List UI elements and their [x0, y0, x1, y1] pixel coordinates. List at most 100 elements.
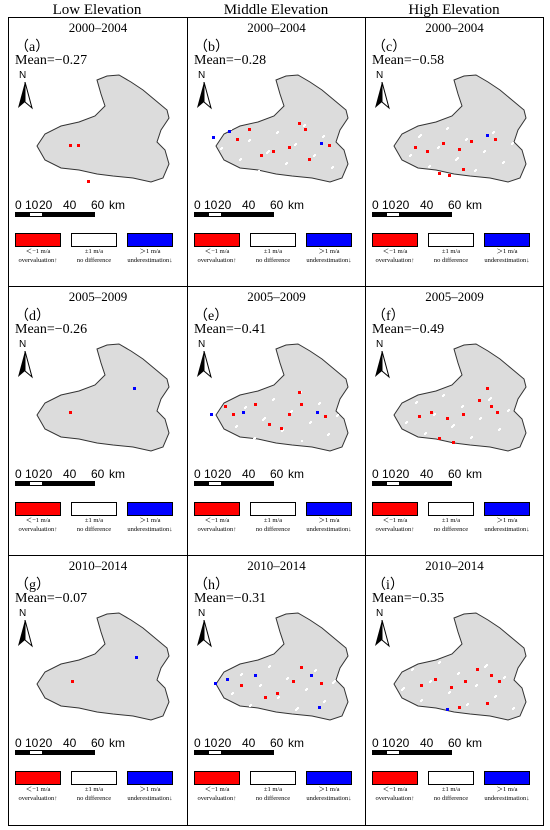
- scale-tick-label: 60: [270, 736, 284, 750]
- overvaluation-pixel: [69, 144, 72, 147]
- underestimation-pixel: [226, 678, 229, 681]
- scale-segment: [15, 212, 29, 217]
- scale-tick-label: 0: [372, 198, 379, 212]
- no-difference-pixel: [490, 397, 492, 399]
- no-difference-pixel: [310, 421, 312, 423]
- legend-swatch: [71, 771, 117, 785]
- no-difference-pixel: [301, 440, 303, 442]
- legend-item: ＜−1 m/a overvaluation↑: [372, 771, 418, 803]
- basin-outline: [393, 74, 527, 183]
- no-difference-pixel: [503, 161, 505, 163]
- overvaluation-pixel: [272, 150, 275, 153]
- legend-item: ±1 m/a no difference: [428, 771, 474, 803]
- legend-swatch: [127, 771, 173, 785]
- underestimation-pixel: [214, 682, 217, 685]
- scale-unit: km: [109, 736, 125, 750]
- panel-letter: （f）: [372, 309, 405, 324]
- scale-tick-label: 40: [242, 736, 256, 750]
- overvaluation-pixel: [470, 140, 473, 143]
- panel-letter: （c）: [372, 40, 407, 55]
- basin-outline: [215, 612, 349, 721]
- overvaluation-pixel: [298, 122, 301, 125]
- legend: ＜−1 m/a overvaluation↑ ±1 m/a no difference…: [15, 771, 180, 811]
- scale-segment: [222, 212, 246, 217]
- panel-a: 2000–2004 （a） Mean=−0.27 N 0 10 20 40 60 km ＜−1 m/…: [9, 18, 188, 287]
- scale-segment: [424, 212, 452, 217]
- scale-segment: [67, 212, 95, 217]
- panel-letter: （e）: [194, 309, 229, 324]
- north-label: N: [19, 608, 27, 619]
- legend-swatch: [428, 771, 474, 785]
- mean-value: Mean=−0.27: [15, 53, 88, 68]
- legend-range: ±1 m/a: [263, 517, 283, 524]
- north-arrow-icon: N: [194, 608, 214, 648]
- overvaluation-pixel: [260, 154, 263, 157]
- legend-swatch: [15, 233, 61, 247]
- scale-tick-label: 0: [15, 198, 22, 212]
- no-difference-pixel: [406, 421, 408, 423]
- no-difference-pixel: [306, 688, 308, 690]
- legend-item: ±1 m/a no difference: [250, 233, 296, 265]
- legend-swatch: [127, 502, 173, 516]
- overvaluation-pixel: [324, 415, 327, 418]
- no-difference-pixel: [314, 154, 316, 156]
- no-difference-pixel: [434, 413, 436, 415]
- mean-value: Mean=−0.49: [372, 322, 445, 337]
- legend-label: overvaluation↑: [197, 257, 237, 264]
- scale-tick-label: 20: [39, 198, 53, 212]
- scale-segment: [372, 481, 386, 486]
- legend: ＜−1 m/a overvaluation↑ ±1 m/a no difference…: [15, 502, 180, 542]
- basin-outline: [36, 343, 170, 452]
- legend-item: ±1 m/a no difference: [428, 502, 474, 534]
- basin-map: [36, 612, 170, 721]
- no-difference-pixel: [241, 673, 243, 675]
- no-difference-pixel: [453, 424, 455, 426]
- legend-label: underestimation↓: [484, 526, 530, 533]
- overvaluation-pixel: [420, 684, 423, 687]
- overvaluation-pixel: [264, 696, 267, 699]
- legend-label: underestimation↓: [484, 795, 530, 802]
- legend-range: ＞1 m/a: [496, 248, 518, 255]
- scale-bar: 0 10 20 40 60 km: [194, 467, 364, 495]
- no-difference-pixel: [260, 684, 262, 686]
- scale-tick-label: 20: [218, 198, 232, 212]
- basin-outline: [393, 343, 527, 452]
- north-label: N: [198, 339, 206, 350]
- scale-segment: [43, 481, 67, 486]
- overvaluation-pixel: [442, 142, 445, 145]
- no-difference-pixel: [315, 669, 317, 671]
- no-difference-pixel: [250, 704, 252, 706]
- basin-outline: [215, 74, 349, 183]
- legend-label: overvaluation↑: [375, 526, 415, 533]
- legend-label: no difference: [433, 257, 469, 264]
- period-label: 2000–2004: [425, 20, 484, 35]
- scale-tick-label: 60: [270, 467, 284, 481]
- overvaluation-pixel: [69, 411, 72, 414]
- mean-value: Mean=−0.07: [15, 591, 88, 606]
- no-difference-pixel: [324, 700, 326, 702]
- legend-range: ＞1 m/a: [318, 786, 340, 793]
- overvaluation-pixel: [490, 674, 493, 677]
- no-difference-pixel: [486, 664, 488, 666]
- no-difference-pixel: [513, 707, 515, 709]
- scale-bar: 0 10 20 40 60 km: [372, 467, 542, 495]
- panel-c: 2000–2004 （c） Mean=−0.58 N 0 10 20 40 60 km ＜−1 m/…: [366, 18, 543, 287]
- legend-swatch: [484, 771, 530, 785]
- legend-label: overvaluation↑: [18, 526, 58, 533]
- legend-range: ＜−1 m/a: [204, 786, 230, 793]
- scale-segment: [194, 750, 208, 755]
- scale-tick-label: 10: [382, 736, 396, 750]
- north-arrow-icon: N: [15, 608, 35, 648]
- no-difference-pixel: [286, 162, 288, 164]
- no-difference-pixel: [480, 417, 482, 419]
- legend-range: ＞1 m/a: [318, 517, 340, 524]
- overvaluation-pixel: [446, 417, 449, 420]
- scale-tick-label: 20: [396, 736, 410, 750]
- scale-tick-label: 20: [39, 736, 53, 750]
- scale-unit: km: [109, 467, 125, 481]
- legend-item: ＜−1 m/a overvaluation↑: [372, 502, 418, 534]
- legend: ＜−1 m/a overvaluation↑ ±1 m/a no difference…: [194, 502, 359, 542]
- legend-label: overvaluation↑: [18, 795, 58, 802]
- legend-range: ±1 m/a: [84, 248, 104, 255]
- no-difference-pixel: [332, 166, 334, 168]
